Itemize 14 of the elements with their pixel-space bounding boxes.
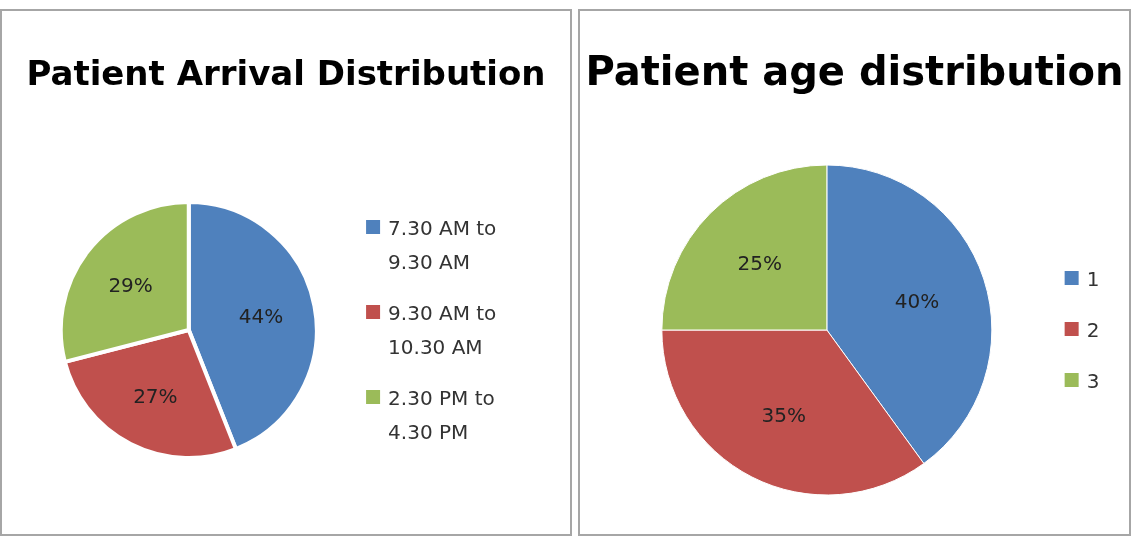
legend-label: 9.30 AM to 10.30 AM [388,301,497,359]
legend-label: 2.30 PM to 4.30 PM [388,386,495,444]
legend-label: 1 [1086,267,1100,291]
data-label: 29% [108,272,153,297]
chart-title: Patient age distribution [585,48,1124,94]
legend-label: 7.30 AM to 9.30 AM [388,216,497,274]
data-label: 40% [894,288,940,313]
legend-label: 2 [1086,318,1100,342]
chart-title: Patient Arrival Distribution [26,53,546,93]
data-label: 44% [238,304,284,329]
data-label: 27% [133,383,178,408]
data-label: 25% [737,250,782,275]
legend-label: 3 [1086,369,1100,393]
data-label: 35% [761,402,806,427]
